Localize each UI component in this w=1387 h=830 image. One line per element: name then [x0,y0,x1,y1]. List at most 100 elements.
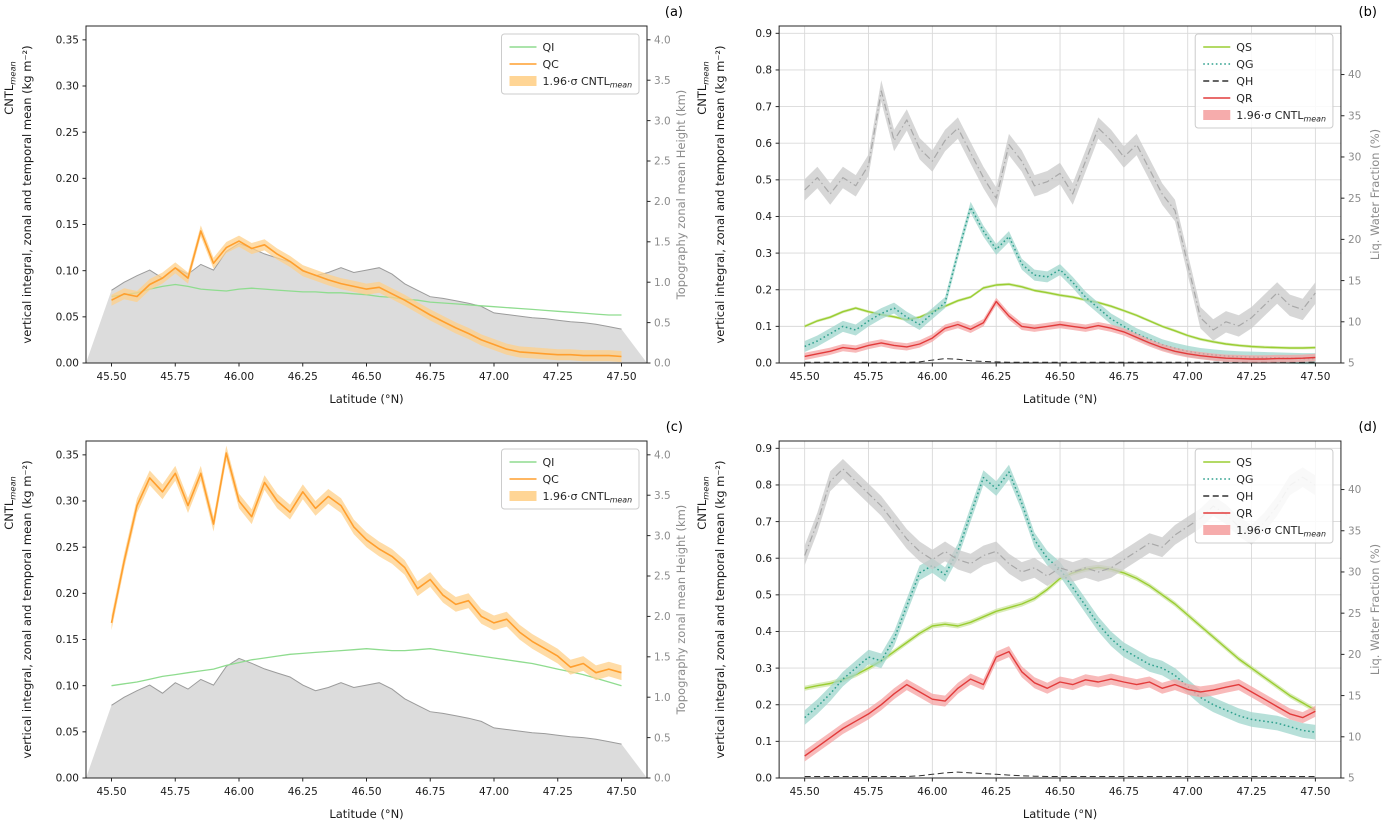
svg-text:0.05: 0.05 [56,312,79,324]
legend-swatch-patch [1203,525,1231,535]
svg-text:0.7: 0.7 [755,516,772,528]
svg-text:35: 35 [1348,110,1361,122]
panel-d-chart: 45.50 45.75 46.00 46.25 46.50 46.75 47.00 47.25… [695,420,1382,821]
legend-label: QI [543,456,555,469]
series-QI-line [111,648,622,687]
svg-text:47.25: 47.25 [543,786,573,798]
series-Topography-area [86,658,647,778]
svg-text:47.25: 47.25 [1237,786,1267,798]
series-Topography-edge [111,242,622,330]
svg-text:30: 30 [1348,567,1361,579]
series-QS-line [804,566,1316,711]
svg-text:0.05: 0.05 [56,727,79,739]
tick-labels: 45.50 45.75 46.00 46.25 46.50 46.75 47.00 47.25… [755,28,1361,383]
y-axis-label-line2: vertical integral, zonal and temporal me… [20,460,34,758]
svg-text:46.00: 46.00 [224,371,254,383]
svg-text:1.0: 1.0 [654,277,671,289]
svg-text:46.00: 46.00 [224,786,254,798]
legend-label: QI [543,41,555,54]
legend-label: QS [1236,41,1252,54]
svg-text:0.35: 0.35 [56,450,79,462]
svg-text:47.50: 47.50 [606,371,636,383]
svg-text:2.5: 2.5 [654,571,671,583]
svg-text:0.10: 0.10 [56,265,79,277]
svg-text:47.25: 47.25 [1237,371,1267,383]
svg-text:1.0: 1.0 [654,692,671,704]
svg-text:0.6: 0.6 [755,138,772,150]
legend-swatch-patch [509,491,537,501]
series-QG-band [804,464,1316,740]
svg-text:47.00: 47.00 [1173,371,1203,383]
svg-text:10: 10 [1348,731,1361,743]
svg-text:3.5: 3.5 [654,75,671,87]
svg-text:46.75: 46.75 [415,371,445,383]
svg-text:46.25: 46.25 [288,786,318,798]
panel-c-chart: 45.50 45.75 46.00 46.25 46.50 46.75 47.00 47.25… [2,420,688,821]
svg-text:0.00: 0.00 [56,358,79,370]
svg-text:0.5: 0.5 [755,590,772,602]
svg-text:45.75: 45.75 [160,371,190,383]
y2-axis-label: Liq. Water Fraction (%) [1368,129,1382,260]
svg-text:3.5: 3.5 [654,490,671,502]
panel-letter: (d) [1359,420,1377,435]
svg-text:45.75: 45.75 [853,371,883,383]
svg-text:46.50: 46.50 [1045,371,1075,383]
y2-axis-label: Topography zonal mean Height (km) [674,505,688,716]
x-axis-label: Latitude (°N) [329,807,403,821]
svg-text:46.50: 46.50 [1045,786,1075,798]
x-axis-label: Latitude (°N) [1023,807,1097,821]
svg-text:46.25: 46.25 [981,786,1011,798]
svg-text:45.75: 45.75 [853,786,883,798]
svg-text:30: 30 [1348,152,1361,164]
y2-axis-label: Topography zonal mean Height (km) [674,90,688,301]
tick-labels: 45.50 45.75 46.00 46.25 46.50 46.75 47.00 47.25… [56,450,671,798]
legend-box [1194,448,1334,544]
tick-labels: 45.50 45.75 46.00 46.25 46.50 46.75 47.00 47.25… [755,443,1361,798]
panel-d: 45.50 45.75 46.00 46.25 46.50 46.75 47.00 47.25… [693,415,1387,830]
legend-label: QH [1236,75,1253,88]
panel-letter: (c) [666,420,683,435]
svg-text:46.25: 46.25 [288,371,318,383]
plot-area: 45.50 45.75 46.00 46.25 46.50 46.75 47.00 47.25… [695,5,1382,406]
svg-text:0.1: 0.1 [755,736,772,748]
legend-label: QS [1236,456,1252,469]
y-axis-label-line2: vertical integral, zonal and temporal me… [20,45,34,343]
svg-text:25: 25 [1348,193,1361,205]
legend-label: QH [1236,490,1253,503]
y-axis-label-line1: CNTLmean [2,476,18,530]
series-Topography-area [86,243,647,363]
legend-label: 1.96·σ CNTLmean [1236,109,1326,123]
svg-text:47.50: 47.50 [1300,371,1330,383]
plot-area: 45.50 45.75 46.00 46.25 46.50 46.75 47.00 47.25… [695,420,1382,821]
svg-text:4.0: 4.0 [654,450,671,462]
svg-text:46.00: 46.00 [917,786,947,798]
svg-text:0.0: 0.0 [654,773,671,785]
svg-text:0.30: 0.30 [56,496,79,508]
svg-text:15: 15 [1348,690,1361,702]
svg-text:0.7: 0.7 [755,101,772,113]
svg-text:0.9: 0.9 [755,443,772,455]
svg-text:3.0: 3.0 [654,115,671,127]
svg-text:46.75: 46.75 [1109,786,1139,798]
svg-text:40: 40 [1348,484,1361,496]
series-QS-band [804,282,1316,350]
panel-letter: (b) [1359,5,1377,20]
y-axis-label-line2: vertical integral, zonal and temporal me… [713,45,727,343]
svg-text:0.30: 0.30 [56,81,79,93]
svg-text:0.00: 0.00 [56,773,79,785]
svg-text:0.20: 0.20 [56,588,79,600]
svg-text:47.00: 47.00 [479,371,509,383]
svg-text:47.00: 47.00 [479,786,509,798]
series-QG-line [804,471,1316,733]
legend-swatch-patch [1203,110,1231,120]
svg-text:1.5: 1.5 [654,652,671,664]
series-QS-band [804,564,1316,713]
svg-text:0.25: 0.25 [56,542,79,554]
series-QS-line [804,283,1316,349]
y-axis-label-line1: CNTLmean [2,61,18,115]
svg-text:2.0: 2.0 [654,196,671,208]
svg-text:20: 20 [1348,649,1361,661]
plot-area: 45.50 45.75 46.00 46.25 46.50 46.75 47.00 47.25… [2,420,688,821]
svg-text:0.0: 0.0 [755,358,772,370]
